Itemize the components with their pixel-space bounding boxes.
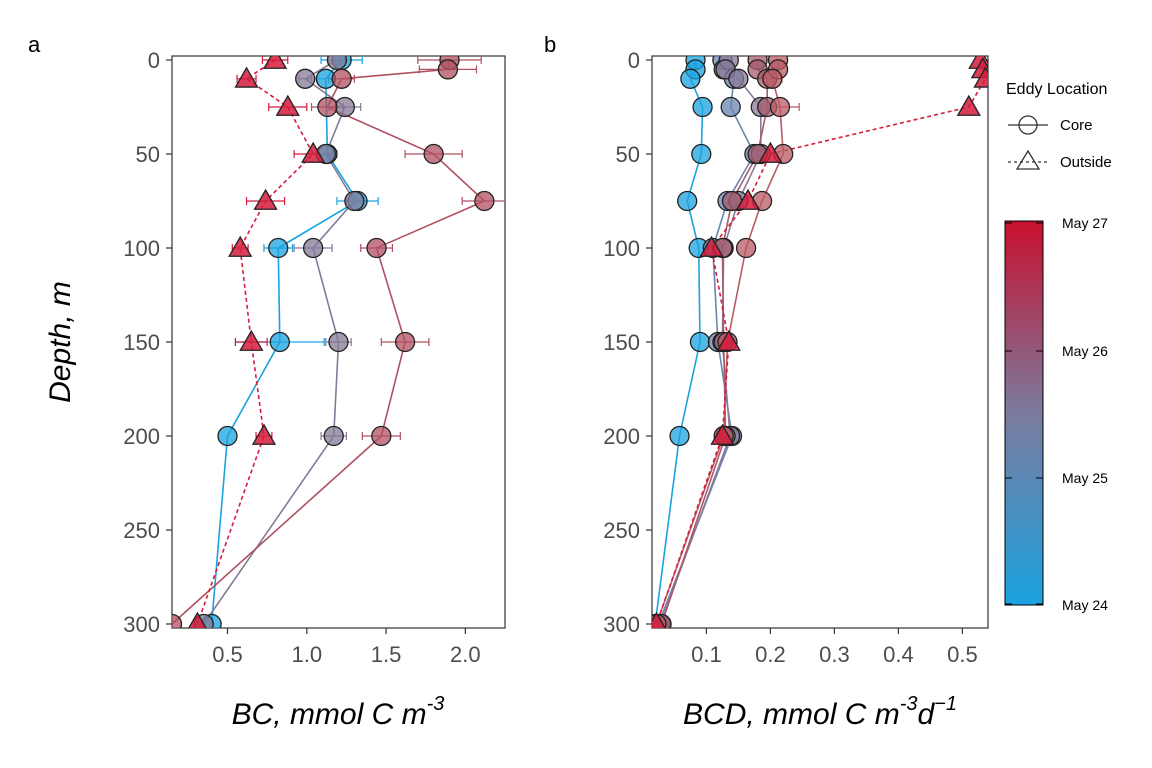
- point-core: [326, 56, 348, 71]
- point-outside: [228, 235, 253, 257]
- panel-b-xtick-label: 0.2: [755, 642, 786, 667]
- colorbar-label-may27: May 27: [1062, 215, 1108, 231]
- panel-b-ytick-label: 0: [628, 48, 640, 73]
- panel-a-xtick-label: 1.5: [371, 642, 402, 667]
- panel-a-tag: a: [28, 32, 41, 57]
- point-outside: [239, 329, 264, 351]
- panel-b-ytick-label: 150: [603, 330, 640, 355]
- point-outside: [956, 94, 981, 116]
- point-core: [437, 59, 459, 80]
- panel-b-tag: b: [544, 32, 556, 57]
- point-core: [692, 96, 713, 118]
- panel-b-ytick-label: 100: [603, 236, 640, 261]
- point-core: [334, 96, 355, 118]
- legend-item-outside: Outside: [1008, 149, 1112, 171]
- point-core: [172, 613, 183, 628]
- point-core: [331, 68, 352, 89]
- point-core: [366, 237, 387, 259]
- point-outside: [716, 329, 741, 351]
- legend-triangle-icon: [1015, 149, 1041, 170]
- panel-b-xlabel: BCD, mmol C m-3d−1: [683, 693, 957, 731]
- point-core: [328, 331, 349, 353]
- legend-circle-icon: [1018, 115, 1038, 135]
- panel-a-ytick-label: 100: [123, 236, 160, 261]
- panel-a-xtick-label: 2.0: [450, 642, 481, 667]
- point-outside: [758, 141, 783, 163]
- panel-a-ytick-label: 300: [123, 612, 160, 637]
- point-outside: [710, 423, 735, 445]
- panel-a: a 0 50 100 150 200 250 300 0.5 1.0 1.5 2.0 BC, mmo…: [28, 32, 506, 731]
- point-core: [669, 425, 690, 447]
- point-outside: [234, 66, 259, 88]
- y-axis-label: Depth, m: [44, 281, 77, 403]
- point-core: [317, 96, 338, 118]
- panel-b-ytick-label: 200: [603, 424, 640, 449]
- point-core: [371, 425, 392, 447]
- point-core: [677, 190, 698, 212]
- point-core: [269, 331, 290, 353]
- panel-a-ytick-label: 200: [123, 424, 160, 449]
- point-core: [474, 190, 495, 212]
- panel-a-ytick-label: 50: [136, 142, 160, 167]
- point-core: [295, 68, 316, 89]
- point-core: [720, 96, 741, 118]
- panel-a-marks: [172, 56, 505, 628]
- colorbar: [1004, 220, 1044, 606]
- point-core: [691, 143, 712, 165]
- point-core: [268, 237, 289, 259]
- panel-a-xtick-label: 0.5: [212, 642, 243, 667]
- point-outside: [253, 188, 278, 210]
- panel-b-ytick-label: 300: [603, 612, 640, 637]
- point-outside: [188, 611, 207, 628]
- point-outside: [262, 56, 288, 69]
- legend-item-core: Core: [1008, 115, 1093, 135]
- panel-b: b 0 50 100 150 200 250 300 0.1 0.2 0.3 0.4 0.5 BCD,…: [544, 32, 989, 731]
- colorbar-label-may26: May 26: [1062, 343, 1108, 359]
- point-core: [344, 190, 365, 212]
- panel-b-xtick-label: 0.5: [947, 642, 978, 667]
- panel-a-ytick-label: 150: [123, 330, 160, 355]
- panel-a-plot: 0 50 100 150 200 250 300 0.5 1.0 1.5 2.0: [123, 48, 505, 667]
- panel-a-xlabel: BC, mmol C m-3: [232, 693, 445, 731]
- point-core: [217, 425, 238, 447]
- point-outside: [699, 235, 724, 257]
- point-core: [323, 425, 344, 447]
- panel-b-ytick-label: 250: [603, 518, 640, 543]
- point-core: [728, 68, 749, 89]
- panel-a-ytick-label: 0: [148, 48, 160, 73]
- point-outside: [251, 423, 277, 445]
- panel-b-xtick-label: 0.1: [691, 642, 722, 667]
- colorbar-ticks: [1005, 222, 1043, 605]
- point-core: [302, 237, 324, 259]
- panel-b-plot: 0 50 100 150 200 250 300 0.1 0.2 0.3 0.4 0.5: [603, 48, 988, 667]
- point-core: [680, 68, 701, 89]
- series-line-core: [210, 59, 359, 625]
- series-line-core: [172, 59, 486, 625]
- panel-b-marks: [652, 56, 988, 628]
- point-core: [769, 96, 791, 118]
- legend-title: Eddy Location: [1006, 81, 1107, 98]
- panel-b-xtick-label: 0.3: [819, 642, 850, 667]
- point-outside: [973, 66, 988, 88]
- legend-item-outside-label: Outside: [1060, 154, 1112, 171]
- legend-item-core-label: Core: [1060, 117, 1093, 134]
- point-core: [762, 68, 783, 89]
- colorbar-label-may25: May 25: [1062, 470, 1108, 486]
- point-core: [394, 331, 416, 353]
- point-outside: [652, 611, 666, 628]
- panel-a-ytick-label: 250: [123, 518, 160, 543]
- point-core: [689, 331, 711, 353]
- point-outside: [275, 94, 300, 116]
- panel-a-xtick-label: 1.0: [291, 642, 322, 667]
- panel-b-ytick-label: 50: [616, 142, 640, 167]
- panel-b-xtick-label: 0.4: [883, 642, 914, 667]
- point-core: [423, 143, 444, 165]
- colorbar-label-may24: May 24: [1062, 597, 1108, 613]
- point-outside: [735, 188, 761, 210]
- point-core: [735, 237, 757, 259]
- point-outside: [301, 141, 326, 163]
- legend: Eddy Location Core Outside May 27 May 26…: [1004, 81, 1112, 613]
